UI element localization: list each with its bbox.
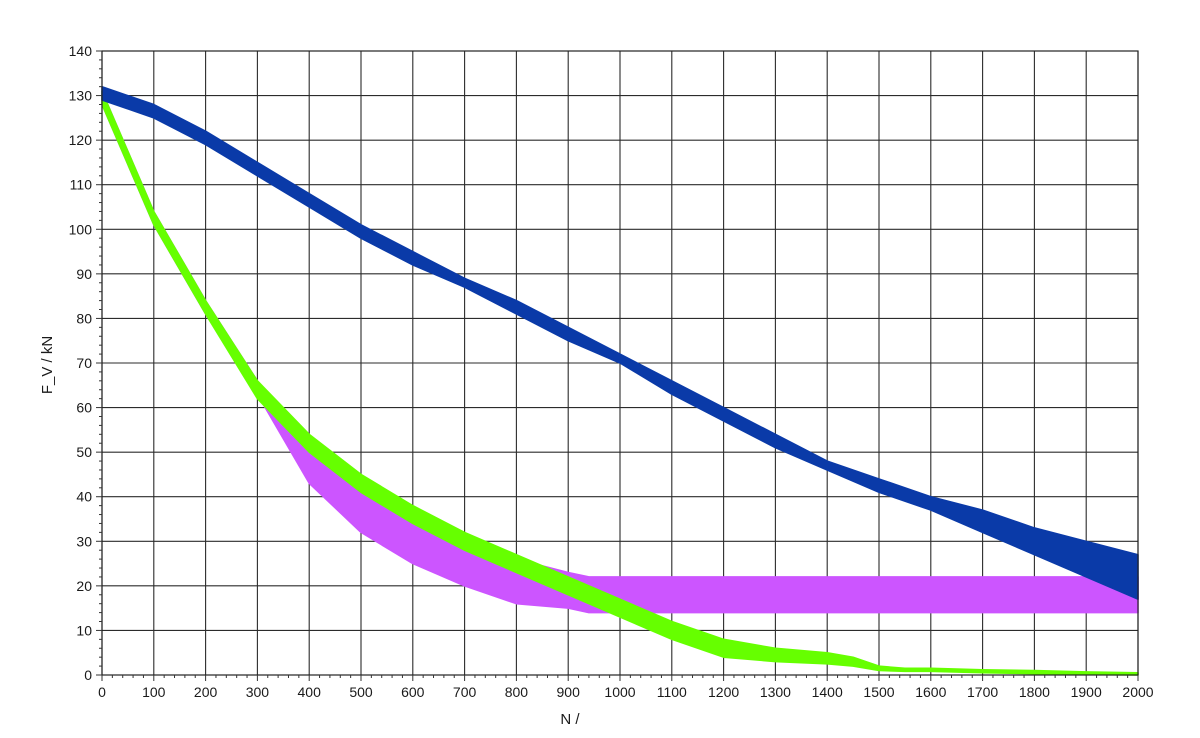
y-tick-label: 90 [76, 266, 92, 282]
y-tick-label: 140 [69, 43, 93, 59]
y-tick-labels: 0 10 20 30 40 50 60 70 80 90 100 110 120 130 140 [69, 43, 93, 683]
x-tick-label: 700 [453, 684, 477, 700]
x-tick-label: 1400 [812, 684, 843, 700]
x-tick-label: 100 [142, 684, 166, 700]
y-tick-label: 40 [76, 489, 92, 505]
x-tick-label: 500 [349, 684, 373, 700]
y-tick-label: 50 [76, 444, 92, 460]
x-tick-labels: 0 100 200 300 400 500 600 700 800 900 1000 1100 1200… [98, 684, 1154, 700]
y-tick-label: 110 [70, 177, 93, 193]
x-tick-label: 600 [401, 684, 425, 700]
x-tick-label: 0 [98, 684, 106, 700]
x-tick-label: 900 [557, 684, 581, 700]
y-tick-label: 30 [76, 533, 92, 549]
y-tick-label: 0 [84, 667, 92, 683]
y-tick-label: 100 [69, 221, 93, 237]
x-tick-label: 800 [505, 684, 529, 700]
minor-ticks [96, 50, 1139, 681]
x-tick-label: 1900 [1071, 684, 1102, 700]
x-tick-label: 1000 [604, 684, 635, 700]
y-tick-label: 20 [76, 578, 92, 594]
x-tick-label: 400 [298, 684, 322, 700]
y-tick-label: 10 [76, 622, 92, 638]
y-tick-label: 130 [69, 88, 93, 104]
x-tick-label: 1600 [915, 684, 946, 700]
y-tick-label: 60 [76, 400, 92, 416]
y-tick-label: 70 [76, 355, 92, 371]
x-tick-label: 2000 [1122, 684, 1153, 700]
x-tick-label: 1500 [863, 684, 894, 700]
x-tick-label: 300 [246, 684, 270, 700]
y-tick-label: 80 [76, 310, 92, 326]
x-tick-label: 1800 [1019, 684, 1050, 700]
x-tick-label: 200 [194, 684, 218, 700]
y-axis-label: F_V / kN [39, 336, 56, 394]
y-tick-label: 120 [69, 132, 93, 148]
x-tick-label: 1200 [708, 684, 739, 700]
x-tick-label: 1700 [967, 684, 998, 700]
x-axis-label: N / [560, 711, 580, 728]
x-tick-label: 1100 [657, 684, 687, 700]
x-tick-label: 1300 [760, 684, 791, 700]
